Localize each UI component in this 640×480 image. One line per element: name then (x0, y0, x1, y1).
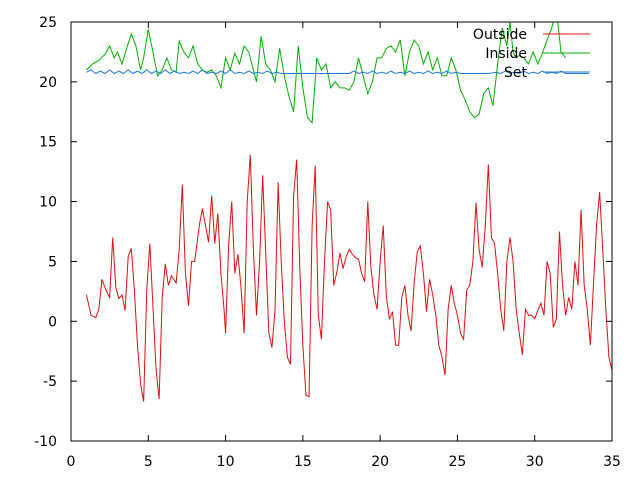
legend-label-set: Set (504, 65, 528, 81)
x-tick-label: 20 (371, 454, 389, 470)
x-tick-label: 15 (294, 454, 312, 470)
y-tick-label: 15 (39, 135, 57, 151)
series-layer (85, 22, 612, 402)
x-tick-label: 10 (217, 454, 235, 470)
series-line-set (86, 69, 589, 75)
ticks-layer: 0 5 10 15 20 25 30 35 -10 -5 0 5 10 15 20 25 (34, 15, 621, 470)
y-tick-label: 25 (39, 15, 57, 31)
y-tick-label: 10 (39, 195, 57, 211)
x-tick-label: 25 (449, 454, 467, 470)
legend: Outside Inside Set (473, 27, 590, 81)
x-tick-label: 5 (144, 454, 153, 470)
y-tick-label: 20 (39, 75, 57, 91)
y-tick-label: 0 (48, 314, 57, 330)
legend-label-outside: Outside (473, 27, 527, 43)
legend-label-inside: Inside (485, 46, 527, 62)
x-tick-label: 30 (526, 454, 544, 470)
plot-frame (70, 21, 613, 442)
series-line-outside (85, 154, 612, 402)
y-tick-label: 5 (48, 254, 57, 270)
y-tick-label: -5 (43, 374, 57, 390)
y-tick-label: -10 (34, 434, 57, 450)
x-tick-label: 0 (67, 454, 76, 470)
series-line-inside (86, 22, 567, 124)
x-tick-label: 35 (603, 454, 621, 470)
